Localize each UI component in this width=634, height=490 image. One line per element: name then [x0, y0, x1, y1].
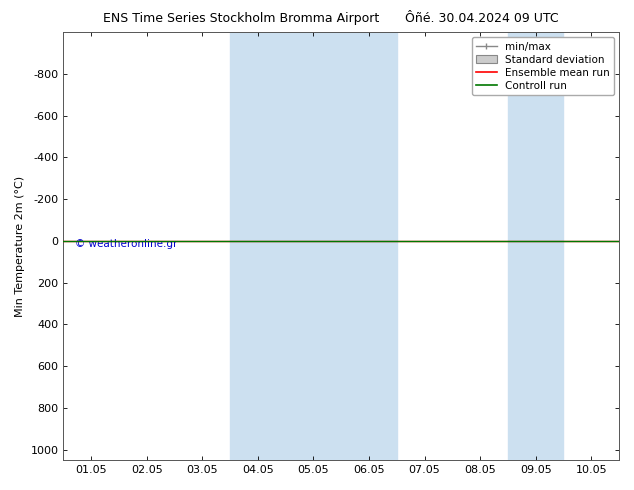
Legend: min/max, Standard deviation, Ensemble mean run, Controll run: min/max, Standard deviation, Ensemble me…	[472, 37, 614, 95]
Text: © weatheronline.gr: © weatheronline.gr	[75, 239, 177, 249]
Bar	[230, 32, 397, 460]
Text: ENS Time Series Stockholm Bromma Airport: ENS Time Series Stockholm Bromma Airport	[103, 12, 379, 25]
Bar	[508, 32, 564, 460]
Text: Ôñé. 30.04.2024 09 UTC: Ôñé. 30.04.2024 09 UTC	[405, 12, 559, 25]
Y-axis label: Min Temperature 2m (°C): Min Temperature 2m (°C)	[15, 175, 25, 317]
